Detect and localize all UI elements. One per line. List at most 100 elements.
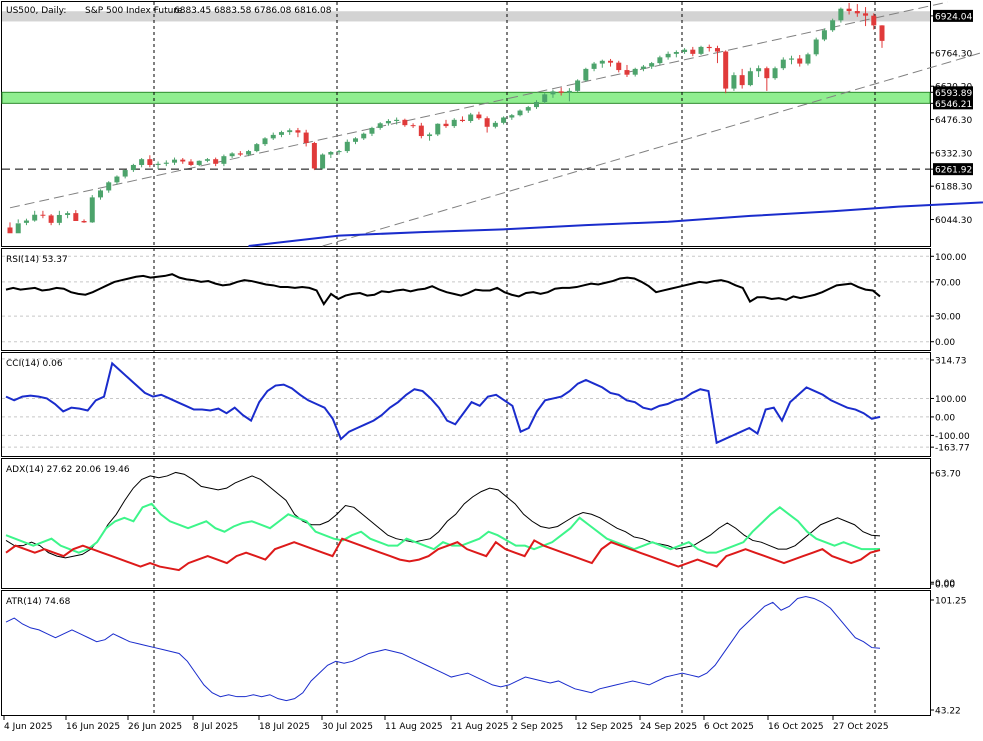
candle-body xyxy=(328,152,334,155)
candle-body xyxy=(550,91,556,95)
candle-body xyxy=(147,159,153,165)
candle-body xyxy=(805,54,811,64)
candle xyxy=(139,158,145,168)
candle-body xyxy=(221,156,227,164)
candle-body xyxy=(871,15,877,26)
price-zones xyxy=(1,11,931,104)
candle xyxy=(65,211,71,219)
series-line xyxy=(5,471,881,559)
candle xyxy=(805,52,811,66)
price-label-box xyxy=(933,9,973,22)
price-tick-label: 6593.89 xyxy=(935,89,972,99)
candle xyxy=(756,65,762,78)
candle xyxy=(369,126,375,137)
candle-body xyxy=(15,223,21,234)
moving-average xyxy=(248,201,983,247)
rsi-pane-frame xyxy=(1,248,931,351)
atr-pane-frame xyxy=(1,590,931,716)
candle xyxy=(278,130,284,138)
candle-body xyxy=(797,58,803,64)
candle xyxy=(418,122,424,139)
candle-body xyxy=(114,176,120,183)
candle xyxy=(608,58,614,67)
candle xyxy=(558,87,564,96)
price-tick-label: 6332.30 xyxy=(935,149,972,159)
candle-body xyxy=(813,39,819,55)
axis-tick-label: 101.25 xyxy=(935,597,967,607)
candle-body xyxy=(287,130,293,133)
candle xyxy=(706,44,712,52)
ma-line xyxy=(248,201,983,247)
candle-body xyxy=(56,214,62,223)
candle xyxy=(122,169,128,179)
axis-tick-label: 100.00 xyxy=(935,253,967,263)
candle xyxy=(394,117,400,125)
candle xyxy=(813,37,819,57)
candle xyxy=(459,116,465,123)
candle-body xyxy=(846,8,852,12)
candle-body xyxy=(706,46,712,49)
candle-body xyxy=(830,20,836,31)
candle xyxy=(797,55,803,67)
price-label-box xyxy=(933,86,973,99)
candle xyxy=(723,50,729,94)
candle-body xyxy=(731,75,737,89)
price-axis: 6924.046764.306620.206593.896546.216476.… xyxy=(930,9,973,226)
candle xyxy=(361,132,367,140)
candle xyxy=(698,45,704,56)
candle xyxy=(566,88,572,102)
candle xyxy=(624,64,630,78)
candle xyxy=(714,45,720,64)
candle-body xyxy=(361,133,367,139)
candle xyxy=(147,155,153,168)
candle-body xyxy=(435,123,441,135)
candle xyxy=(443,119,449,128)
adx-pane: 63.700.000.00 xyxy=(5,469,961,591)
candle xyxy=(295,127,301,138)
candle-body xyxy=(254,144,260,152)
candle-body xyxy=(410,125,416,127)
candle xyxy=(163,160,169,167)
candle xyxy=(764,66,770,91)
candle xyxy=(739,68,745,89)
candle-body xyxy=(7,227,13,234)
candle xyxy=(196,160,202,167)
time-tick-label: 18 Jul 2025 xyxy=(259,722,310,732)
candle-body xyxy=(40,214,46,216)
candle-body xyxy=(32,214,38,221)
axis-tick-label: 0.00 xyxy=(935,338,955,348)
candle-body xyxy=(369,127,375,134)
candle xyxy=(673,50,679,58)
candle-body xyxy=(649,63,655,67)
candle xyxy=(40,210,46,219)
candle xyxy=(48,214,54,226)
time-tick-label: 27 Oct 2025 xyxy=(833,722,889,732)
price-tick-label: 6044.30 xyxy=(935,216,972,226)
candle xyxy=(476,111,482,120)
candle xyxy=(879,25,885,48)
candle-body xyxy=(163,162,169,164)
candle-body xyxy=(97,190,103,198)
candle-body xyxy=(599,60,605,64)
candle-body xyxy=(427,134,433,137)
axis-tick-label: -163.77 xyxy=(935,444,970,454)
candle-body xyxy=(336,151,342,153)
candle-body xyxy=(295,130,301,133)
candle xyxy=(599,59,605,68)
candle-body xyxy=(418,125,424,137)
candle xyxy=(303,129,309,147)
candle-body xyxy=(509,115,515,118)
adx-pane-frame xyxy=(1,458,931,589)
cci-pane: 314.73 100.00 0.00 -100.00 -163.77 xyxy=(2,357,970,454)
candle xyxy=(221,154,227,167)
candle xyxy=(180,158,186,164)
candle-body xyxy=(303,132,309,143)
candle xyxy=(435,123,441,137)
candle-body xyxy=(575,80,581,91)
candle-body xyxy=(632,68,638,75)
candle-body xyxy=(879,25,885,41)
axis-tick-label: 70.00 xyxy=(935,278,961,288)
candle xyxy=(23,218,29,226)
